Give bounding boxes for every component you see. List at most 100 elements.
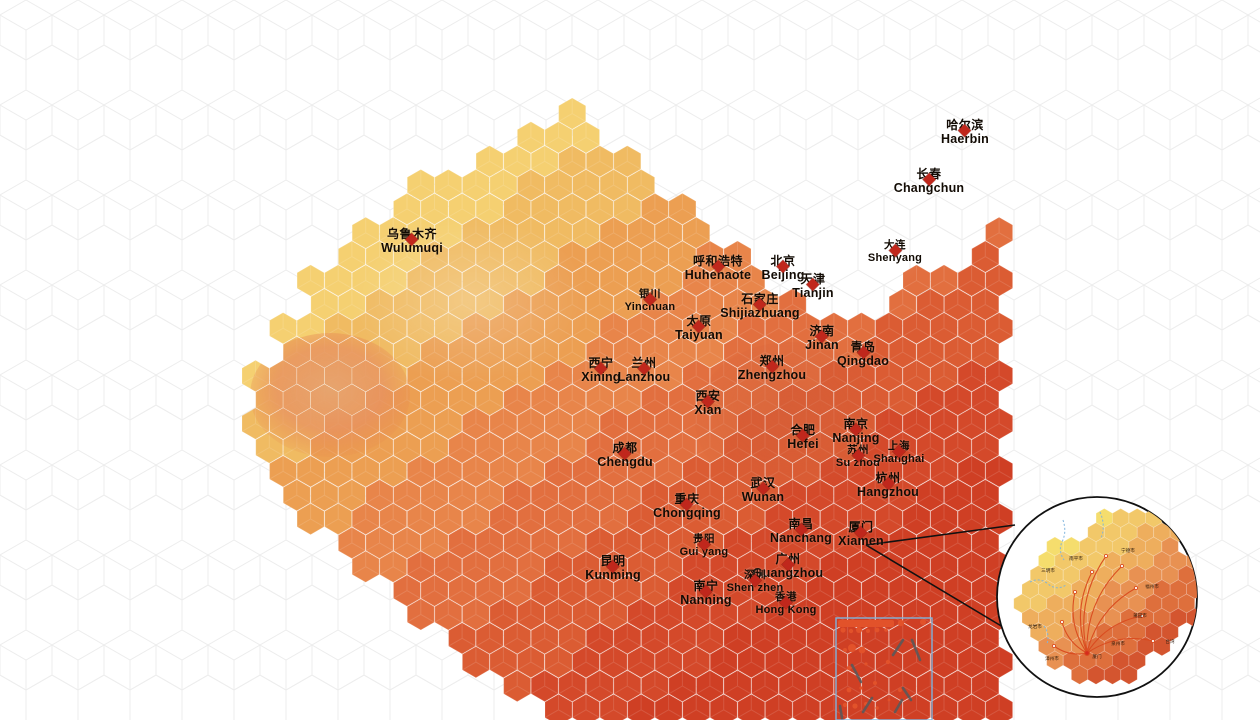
- hex-tile: [516, 598, 545, 631]
- hex-tile: [516, 502, 545, 536]
- hex-tile: [668, 431, 697, 464]
- hex-tile: [503, 479, 532, 512]
- hex-tile: [599, 312, 628, 345]
- inset-hex-tile: [1203, 580, 1219, 599]
- hex-tile: [709, 645, 738, 679]
- city-label-chongqing[interactable]: 重庆Chongqing: [653, 493, 721, 520]
- hex-tile: [654, 455, 683, 488]
- hex-tile: [778, 574, 807, 607]
- hex-tile: [296, 264, 325, 297]
- hex-tile: [296, 455, 325, 488]
- city-label-zhengzhou[interactable]: 郑州Zhengzhou: [738, 355, 806, 382]
- city-label-guangzhou[interactable]: 广州Guangzhou: [753, 553, 824, 580]
- hex-tile: [558, 574, 587, 607]
- hex-tile: [572, 121, 600, 154]
- hex-tile: [599, 645, 628, 679]
- hex-tile: [640, 192, 669, 226]
- hex-tile: [461, 550, 490, 583]
- city-label-shenzhen[interactable]: 深圳Shen zhen: [727, 570, 784, 594]
- hex-tile: [503, 145, 532, 178]
- hex-tile: [613, 669, 642, 703]
- hex-tile: [943, 669, 972, 703]
- hex-tile: [875, 312, 903, 345]
- city-label-shijiazhuang[interactable]: 石家庄Shijiazhuang: [720, 293, 800, 320]
- hex-tile: [764, 693, 793, 720]
- city-label-hefei[interactable]: 合肥Hefei: [787, 424, 819, 451]
- hex-tile: [420, 431, 449, 464]
- city-label-shanghai[interactable]: 上海Shanghai: [873, 441, 924, 465]
- hex-tile: [379, 455, 408, 488]
- city-label-kunming[interactable]: 昆明Kunming: [585, 555, 641, 582]
- city-label-nanchang[interactable]: 南昌Nanchang: [770, 518, 832, 545]
- city-label-suzhou[interactable]: 苏州Su zhou: [836, 445, 880, 469]
- hex-tile: [875, 502, 903, 536]
- city-label-haerbin[interactable]: 哈尔滨Haerbin: [941, 119, 989, 146]
- hex-tile: [351, 455, 380, 488]
- hex-tile: [530, 192, 559, 226]
- city-label-wuhan[interactable]: 武汉Wuhan: [742, 477, 784, 504]
- city-label-nanning[interactable]: 南宁Nanning: [680, 580, 731, 607]
- city-label-tianjin[interactable]: 天津Tianjin: [792, 273, 833, 300]
- hex-tile: [269, 455, 298, 488]
- hex-tile: [448, 574, 477, 607]
- city-marker-diamond-icon: [856, 346, 870, 359]
- city-label-xiamen[interactable]: 厦门Xiamen: [838, 521, 884, 548]
- hex-tile: [930, 264, 958, 297]
- hex-tile: [654, 359, 683, 393]
- hex-tile: [434, 407, 463, 440]
- hex-tile: [654, 502, 683, 536]
- city-label-qingdao[interactable]: 青岛Qingdao: [837, 341, 889, 368]
- city-label-lanzhou[interactable]: 兰州Lanzhou: [618, 357, 671, 384]
- hex-tile: [723, 669, 752, 703]
- hex-tile: [640, 383, 669, 416]
- hex-tile: [503, 383, 532, 416]
- city-label-hongkong[interactable]: 香港Hong Kong: [755, 592, 816, 616]
- inset-city-label: 三明市: [1041, 567, 1055, 574]
- hex-tile: [613, 288, 642, 321]
- city-label-nanjing[interactable]: 南京Nanjing: [832, 418, 879, 445]
- city-label-wulumuqi[interactable]: 乌鲁木齐Wulumuqi: [381, 228, 443, 255]
- hex-tile: [393, 479, 421, 512]
- hex-tile: [640, 335, 669, 369]
- city-name-en: Zhengzhou: [737, 368, 807, 382]
- city-label-changchun[interactable]: 长春Changchun: [894, 168, 965, 195]
- hex-tile: [461, 455, 490, 488]
- city-label-huhehaote[interactable]: 呼和浩特Huhehaote: [685, 255, 751, 282]
- city-label-guiyang[interactable]: 贵阳Gui yang: [680, 534, 729, 558]
- inset-hex-tile: [1228, 651, 1244, 670]
- hex-tile: [682, 455, 711, 488]
- inset-hex-tile: [1128, 565, 1146, 585]
- hex-tile: [324, 312, 353, 345]
- inset-hex-tile: [1186, 579, 1197, 600]
- hex-tile: [544, 168, 573, 202]
- hex-tile: [957, 645, 986, 679]
- city-label-xian[interactable]: 西安Xian: [694, 390, 721, 417]
- city-label-chengdu[interactable]: 成都Chengdu: [597, 442, 653, 469]
- city-label-taiyuan[interactable]: 太原Taiyuan: [675, 315, 723, 342]
- hex-tile: [764, 502, 793, 536]
- inset-hex-tile: [1112, 650, 1130, 671]
- city-marker-diamond-icon: [806, 278, 820, 291]
- hex-tile: [778, 288, 807, 321]
- city-label-shenyang[interactable]: 大连Shenyang: [868, 240, 922, 264]
- hex-tile: [599, 455, 628, 488]
- city-label-jinan[interactable]: 济南Jinan: [805, 325, 839, 352]
- hex-tile: [613, 383, 642, 416]
- city-label-beijing[interactable]: 北京Beijing: [761, 255, 804, 282]
- hex-tile: [393, 526, 421, 560]
- city-label-hangzhou[interactable]: 杭州Hangzhou: [857, 472, 919, 499]
- city-label-xining[interactable]: 西宁Xining: [581, 357, 620, 384]
- city-name-en: Su zhou: [835, 456, 881, 469]
- hex-tile: [627, 407, 656, 440]
- city-name-en: Wulumuqi: [381, 241, 443, 255]
- hex-tile: [682, 550, 711, 583]
- hex-tile: [778, 526, 807, 560]
- inset-hex-tile: [1013, 593, 1031, 614]
- hex-tile: [544, 359, 573, 393]
- inset-city-label: 泉州市: [1111, 640, 1125, 647]
- hex-tile: [406, 455, 435, 488]
- city-label-yinchuan[interactable]: 银川Yinchuan: [625, 289, 676, 313]
- flow-arc: [1086, 565, 1123, 654]
- hex-tile: [420, 479, 449, 512]
